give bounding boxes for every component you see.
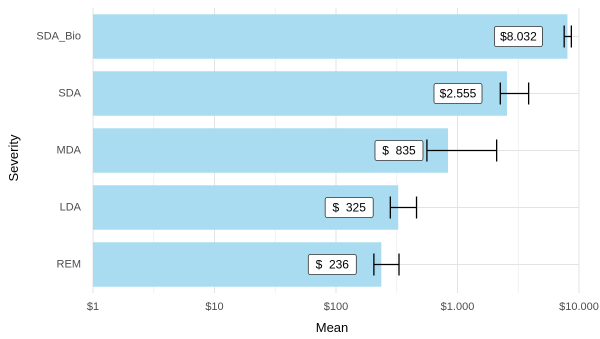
x-tick-labels: $1 $10 $100 $1.000 $10.000 xyxy=(87,301,599,313)
error-bar-sda-bio xyxy=(563,25,572,48)
data-label-text: $ 325 xyxy=(333,201,367,215)
data-label-box xyxy=(324,197,374,218)
y-axis-title: Severity xyxy=(6,134,21,181)
x-axis-title: Mean xyxy=(316,320,349,335)
data-label-text: $ 835 xyxy=(382,144,416,158)
data-label-box xyxy=(494,26,543,47)
error-bar-rem xyxy=(373,253,400,276)
y-tick-label: SDA_Bio xyxy=(36,31,81,43)
data-label-text: $8.032 xyxy=(500,30,537,44)
x-tick-label: $10 xyxy=(205,301,223,313)
x-tick-label: $1 xyxy=(87,301,99,313)
error-bar-lda xyxy=(389,196,418,219)
y-tick-label: MDA xyxy=(57,145,82,157)
data-label-text: $2.555 xyxy=(440,87,477,101)
error-bar-mda xyxy=(426,139,498,162)
data-label-box xyxy=(374,140,424,161)
error-bars xyxy=(373,25,572,276)
error-bar-sda xyxy=(499,82,530,105)
data-label-text: $ 236 xyxy=(316,258,350,272)
x-tick-label: $10.000 xyxy=(559,301,599,313)
data-label-sda-bio: $8.032 xyxy=(494,26,543,47)
y-tick-label: SDA xyxy=(58,88,81,100)
data-label-lda: $ 325 xyxy=(324,197,374,218)
data-labels: $8.032 $2.555 $ 835 $ 325 $ 236 xyxy=(307,26,543,275)
data-label-box xyxy=(307,254,357,275)
y-tick-label: REM xyxy=(57,259,81,271)
x-tick-label: $1.000 xyxy=(441,301,475,313)
y-tick-label: LDA xyxy=(60,202,82,214)
data-label-sda: $2.555 xyxy=(433,83,483,104)
bars xyxy=(93,14,568,287)
data-label-box xyxy=(433,83,483,104)
data-label-mda: $ 835 xyxy=(374,140,424,161)
y-tick-labels: SDA_Bio SDA MDA LDA REM xyxy=(36,31,81,271)
bar-sda-bio xyxy=(93,14,568,59)
data-label-rem: $ 236 xyxy=(307,254,357,275)
x-tick-label: $100 xyxy=(324,301,348,313)
